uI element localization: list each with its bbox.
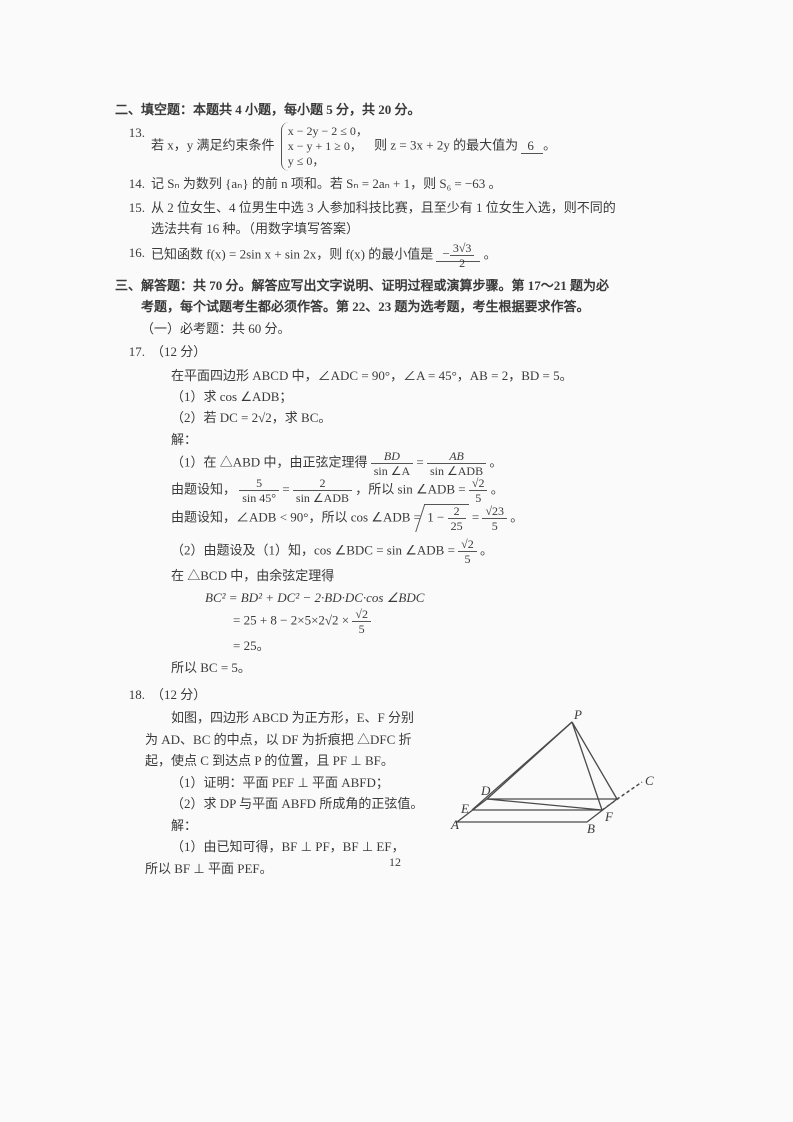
q18-l3: 起，使点 C 到达点 P 的位置，且 PF ⊥ BF。 xyxy=(145,750,485,771)
q17-s2c: BC² = BD² + DC² − 2·BD·DC·cos ∠BDC xyxy=(115,587,675,608)
q17-s2a-tail: 。 xyxy=(480,543,493,558)
q18-p2: （2）求 DP 与平面 ABFD 所成角的正弦值。 xyxy=(171,793,491,814)
q16-num: 16. xyxy=(115,242,151,269)
fig-label-F: F xyxy=(604,809,614,824)
q17-s2d: = 25 + 8 − 2×5×2√2 × √25 xyxy=(115,608,675,635)
q17: 17. （12 分） xyxy=(115,341,675,362)
q17-s1a-tail: 。 xyxy=(489,455,502,470)
section3-h1: 三、解答题：共 70 分。解答应写出文字说明、证明过程或演算步骤。第 17～21… xyxy=(115,278,609,293)
section3-h2: 考题，每个试题考生都必须作答。第 22、23 题为选考题，考生根据要求作答。 xyxy=(115,296,590,317)
q13-num: 13. xyxy=(115,122,151,171)
q16-tail: 。 xyxy=(484,246,497,261)
q17-s1b: 由题设知， 5sin 45° = 2sin ∠ADB ，所以 sin ∠ADB … xyxy=(115,477,675,504)
fig-label-E: E xyxy=(460,801,469,816)
q16: 16. 已知函数 f(x) = 2sin x + sin 2x，则 f(x) 的… xyxy=(115,242,675,269)
q18-ans-head: 解： xyxy=(171,815,491,836)
q17-num: 17. xyxy=(115,341,151,362)
q17-s1c-eq: = xyxy=(472,510,483,525)
q14-num: 14. xyxy=(115,173,151,194)
q17-ans-head: 解： xyxy=(115,429,675,450)
section3-heading: 三、解答题：共 70 分。解答应写出文字说明、证明过程或演算步骤。第 17～21… xyxy=(115,275,675,318)
q13: 13. 若 x，y 满足约束条件 x − 2y − 2 ≤ 0， x − y +… xyxy=(115,122,675,171)
q13-body: 若 x，y 满足约束条件 x − 2y − 2 ≤ 0， x − y + 1 ≥… xyxy=(151,122,675,171)
q13-sys2: x − y + 1 ≥ 0， xyxy=(288,139,368,154)
q13-tail1: 则 z = 3x + 2y 的最大值为 xyxy=(374,138,518,153)
q16-body: 已知函数 f(x) = 2sin x + sin 2x，则 f(x) 的最小值是… xyxy=(151,242,675,269)
fig-label-C: C xyxy=(645,773,654,788)
q17-s2a-lead: （2）由题设及（1）知，cos ∠BDC = sin ∠ADB = xyxy=(171,543,455,558)
q18-pts: （12 分） xyxy=(151,684,675,705)
fig-label-D: D xyxy=(480,783,491,798)
page-content: 二、填空题：本题共 4 小题，每小题 5 分，共 20 分。 13. 若 x，y… xyxy=(115,95,675,879)
q17-s1c-lead: 由题设知，∠ADB < 90°，所以 cos ∠ADB = xyxy=(171,510,421,525)
q17-s2d-lead: = 25 + 8 − 2×5×2√2 × xyxy=(233,613,349,628)
q15-num: 15. xyxy=(115,197,151,240)
q13-sys1: x − 2y − 2 ≤ 0， xyxy=(288,124,368,139)
q17-s2a: （2）由题设及（1）知，cos ∠BDC = sin ∠ADB = √25 。 xyxy=(115,538,675,565)
q18-l1: 如图，四边形 ABCD 为正方形，E、F 分别 xyxy=(171,707,491,728)
q17-s2f: 所以 BC = 5。 xyxy=(115,657,675,678)
q18-num: 18. xyxy=(115,684,151,705)
q13-lead: 若 x，y 满足约束条件 xyxy=(151,138,275,153)
q13-system: x − 2y − 2 ≤ 0， x − y + 1 ≥ 0， y ≤ 0， xyxy=(281,122,368,171)
q17-s1b-lead: 由题设知， xyxy=(171,482,236,497)
q14-text: 记 Sₙ 为数列 {aₙ} 的前 n 项和。若 Sₙ = 2aₙ + 1，则 S… xyxy=(151,173,675,194)
q17-s1c: 由题设知，∠ADB < 90°，所以 cos ∠ADB = 1 − 225 = … xyxy=(115,504,675,532)
q16-answer: −3√32 xyxy=(436,246,480,262)
q18-p1: （1）证明：平面 PEF ⊥ 平面 ABFD； xyxy=(171,772,491,793)
q17-s1c-tail: 。 xyxy=(510,510,523,525)
q16-lead: 已知函数 f(x) = 2sin x + sin 2x，则 f(x) 的最小值是 xyxy=(151,246,433,261)
q18: 18. （12 分） xyxy=(115,684,675,705)
q17-pts: （12 分） xyxy=(151,341,675,362)
q18-l2: 为 AD、BC 的中点，以 DF 为折痕把 △DFC 折 xyxy=(145,729,485,750)
q15: 15. 从 2 位女生、4 位男生中选 3 人参加科技比赛，且至少有 1 位女生… xyxy=(115,197,675,240)
q15-line2: 选法共有 16 种。（用数字填写答案） xyxy=(151,221,359,236)
q13-sys3: y ≤ 0， xyxy=(288,154,368,169)
section2-heading: 二、填空题：本题共 4 小题，每小题 5 分，共 20 分。 xyxy=(115,99,675,120)
page-number: 12 xyxy=(115,853,675,873)
q13-answer: 6 xyxy=(521,138,543,154)
section3-sub: （一）必考题：共 60 分。 xyxy=(115,318,675,339)
q17-s1b-tail: 。 xyxy=(491,482,504,497)
q15-line1: 从 2 位女生、4 位男生中选 3 人参加科技比赛，且至少有 1 位女生入选，则… xyxy=(151,200,616,215)
q17-s2b: 在 △BCD 中，由余弦定理得 xyxy=(115,565,675,586)
q13-tail2: 。 xyxy=(543,138,556,153)
q14: 14. 记 Sₙ 为数列 {aₙ} 的前 n 项和。若 Sₙ = 2aₙ + 1… xyxy=(115,173,675,194)
q17-s1b-mid: ，所以 sin ∠ADB = xyxy=(355,482,465,497)
q17-s1a: （1）在 △ABD 中，由正弦定理得 BDsin ∠A = ABsin ∠ADB… xyxy=(115,450,675,477)
q15-body: 从 2 位女生、4 位男生中选 3 人参加科技比赛，且至少有 1 位女生入选，则… xyxy=(151,197,675,240)
fig-label-P: P xyxy=(573,707,582,722)
q18-figure: A B C D E F P xyxy=(447,707,657,837)
q17-part1: （1）求 cos ∠ADB； xyxy=(115,386,675,407)
q17-s1a-lead: （1）在 △ABD 中，由正弦定理得 xyxy=(171,455,367,470)
q17-s1c-root: 1 − 225 xyxy=(424,504,468,532)
fig-label-B: B xyxy=(587,821,595,836)
q17-stem: 在平面四边形 ABCD 中，∠ADC = 90°，∠A = 45°，AB = 2… xyxy=(115,365,675,386)
fig-label-A: A xyxy=(450,817,459,832)
q17-s2e: = 25。 xyxy=(115,635,675,656)
q17-part2: （2）若 DC = 2√2，求 BC。 xyxy=(115,407,675,428)
